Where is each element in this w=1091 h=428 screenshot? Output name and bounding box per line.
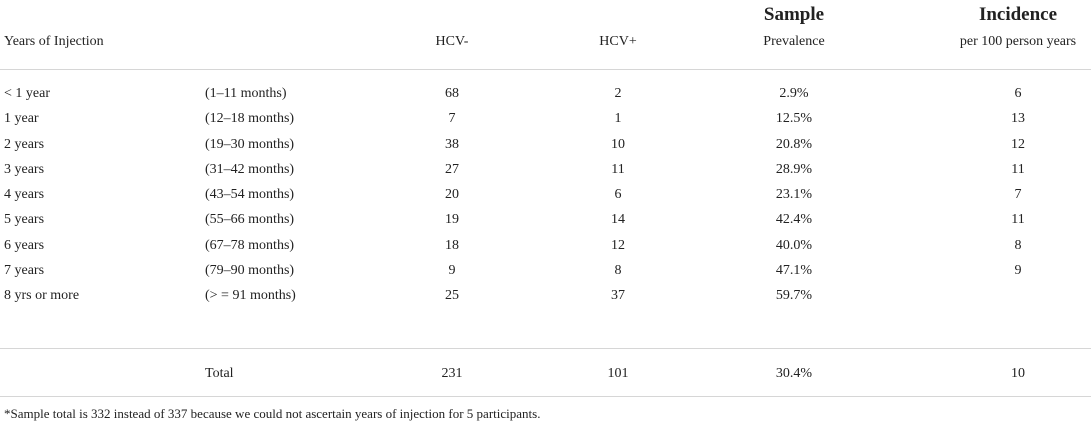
incidence-cell: 11 xyxy=(1011,162,1025,177)
incidence-cell: 8 xyxy=(1014,238,1022,253)
years-cell: < 1 year xyxy=(4,86,50,101)
header-sample: Sample xyxy=(763,4,825,25)
prevalence-cell: 42.4% xyxy=(775,212,813,227)
incidence-cell: 11 xyxy=(1011,212,1025,227)
hcv-negative-cell: 18 xyxy=(445,238,459,253)
incidence-cell: 7 xyxy=(1014,187,1022,202)
months-cell: (19–30 months) xyxy=(205,137,295,152)
hcv-negative-cell: 27 xyxy=(445,162,459,177)
header-prevalence: Prevalence xyxy=(763,34,825,49)
years-cell: 4 years xyxy=(4,187,45,202)
hcv-positive-cell: 8 xyxy=(614,263,622,278)
header-hcv-negative: HCV- xyxy=(435,34,469,49)
hcv-positive-cell: 14 xyxy=(611,212,625,227)
months-cell: (55–66 months) xyxy=(205,212,295,227)
months-cell: (67–78 months) xyxy=(205,238,295,253)
total-hcv-positive: 101 xyxy=(607,366,629,381)
prevalence-cell: 2.9% xyxy=(779,86,809,101)
header-per-100-person-years: per 100 person years xyxy=(959,34,1077,49)
footnote: *Sample total is 332 instead of 337 beca… xyxy=(4,406,541,421)
header-hcv-positive: HCV+ xyxy=(599,34,637,49)
incidence-cell: 13 xyxy=(1011,111,1025,126)
months-cell: (12–18 months) xyxy=(205,111,295,126)
incidence-cell: 6 xyxy=(1014,86,1022,101)
hcv-positive-cell: 6 xyxy=(614,187,622,202)
hcv-negative-cell: 9 xyxy=(448,263,456,278)
hcv-negative-cell: 20 xyxy=(445,187,459,202)
prevalence-cell: 28.9% xyxy=(775,162,813,177)
hcv-positive-cell: 1 xyxy=(614,111,622,126)
years-cell: 7 years xyxy=(4,263,45,278)
months-cell: (> = 91 months) xyxy=(205,288,296,303)
prevalence-cell: 12.5% xyxy=(775,111,813,126)
hcv-positive-cell: 2 xyxy=(614,86,622,101)
hcv-negative-cell: 25 xyxy=(445,288,459,303)
prevalence-cell: 40.0% xyxy=(775,238,813,253)
hcv-positive-cell: 11 xyxy=(611,162,625,177)
total-hcv-negative: 231 xyxy=(441,366,463,381)
hcv-positive-cell: 12 xyxy=(611,238,625,253)
hcv-negative-cell: 7 xyxy=(448,111,456,126)
months-cell: (43–54 months) xyxy=(205,187,295,202)
years-cell: 1 year xyxy=(4,111,39,126)
months-cell: (1–11 months) xyxy=(205,86,287,101)
incidence-cell: 12 xyxy=(1011,137,1025,152)
prevalence-cell: 59.7% xyxy=(775,288,813,303)
footer-rule xyxy=(0,396,1091,397)
header-years-of-injection: Years of Injection xyxy=(4,34,104,49)
total-prevalence: 30.4% xyxy=(775,366,813,381)
prevalence-cell: 20.8% xyxy=(775,137,813,152)
years-cell: 3 years xyxy=(4,162,45,177)
header-incidence: Incidence xyxy=(978,4,1058,25)
header-rule xyxy=(0,69,1091,70)
prevalence-cell: 47.1% xyxy=(775,263,813,278)
years-cell: 2 years xyxy=(4,137,45,152)
years-cell: 5 years xyxy=(4,212,45,227)
hcv-negative-cell: 68 xyxy=(445,86,459,101)
total-incidence: 10 xyxy=(1011,366,1025,381)
hcv-negative-cell: 19 xyxy=(445,212,459,227)
hcv-positive-cell: 10 xyxy=(611,137,625,152)
months-cell: (79–90 months) xyxy=(205,263,295,278)
total-rule xyxy=(0,348,1091,349)
hcv-negative-cell: 38 xyxy=(445,137,459,152)
prevalence-cell: 23.1% xyxy=(775,187,813,202)
months-cell: (31–42 months) xyxy=(205,162,295,177)
total-label: Total xyxy=(205,366,234,381)
years-cell: 8 yrs or more xyxy=(4,288,80,303)
hcv-positive-cell: 37 xyxy=(611,288,625,303)
years-cell: 6 years xyxy=(4,238,45,253)
incidence-cell: 9 xyxy=(1014,263,1022,278)
